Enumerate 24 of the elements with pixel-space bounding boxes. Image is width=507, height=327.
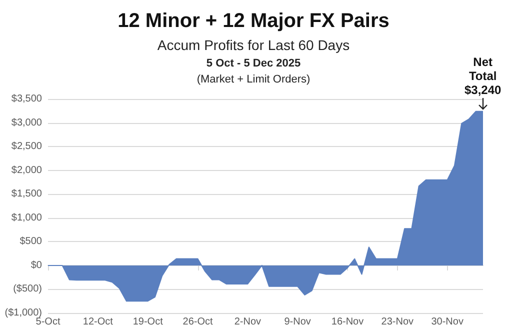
y-tick-label: ($500) [13, 284, 42, 295]
text: (Market + Limit Orders) [196, 74, 310, 86]
x-tick-label: 12-Oct [82, 316, 114, 327]
x-tick-label: 30-Nov [431, 316, 464, 327]
y-tick-label: $1,500 [11, 188, 42, 200]
y-tick-label: $0 [30, 260, 42, 271]
x-tick-label: 5-Oct [36, 316, 60, 327]
y-tick-label: $3,500 [11, 94, 42, 104]
x-tick-label: 9-Nov [284, 316, 311, 327]
chart-subtitle: Accum Profits for Last 60 Days [157, 37, 350, 53]
chart-title: 12 Minor + 12 Major FX Pairs [118, 10, 390, 32]
x-tick-label: 23-Nov [381, 316, 414, 327]
y-tick-label: $1,000 [11, 212, 42, 224]
y-tick-label: $2,500 [11, 141, 42, 152]
y-tick-label: ($1,000) [4, 308, 42, 318]
text: 5 Oct - 5 Dec 2025 [206, 58, 301, 70]
y-tick-label: $500 [20, 236, 42, 248]
x-tick-label: 16-Nov [331, 316, 364, 327]
x-tick-label: 26-Oct [182, 316, 213, 327]
x-tick-label: 2-Nov [234, 316, 262, 327]
y-tick-label: $2,000 [11, 164, 42, 176]
y-tick-label: $3,000 [11, 117, 42, 128]
x-tick-label: 19-Oct [132, 316, 164, 327]
annotation: Net Total $3,240 [464, 55, 502, 98]
